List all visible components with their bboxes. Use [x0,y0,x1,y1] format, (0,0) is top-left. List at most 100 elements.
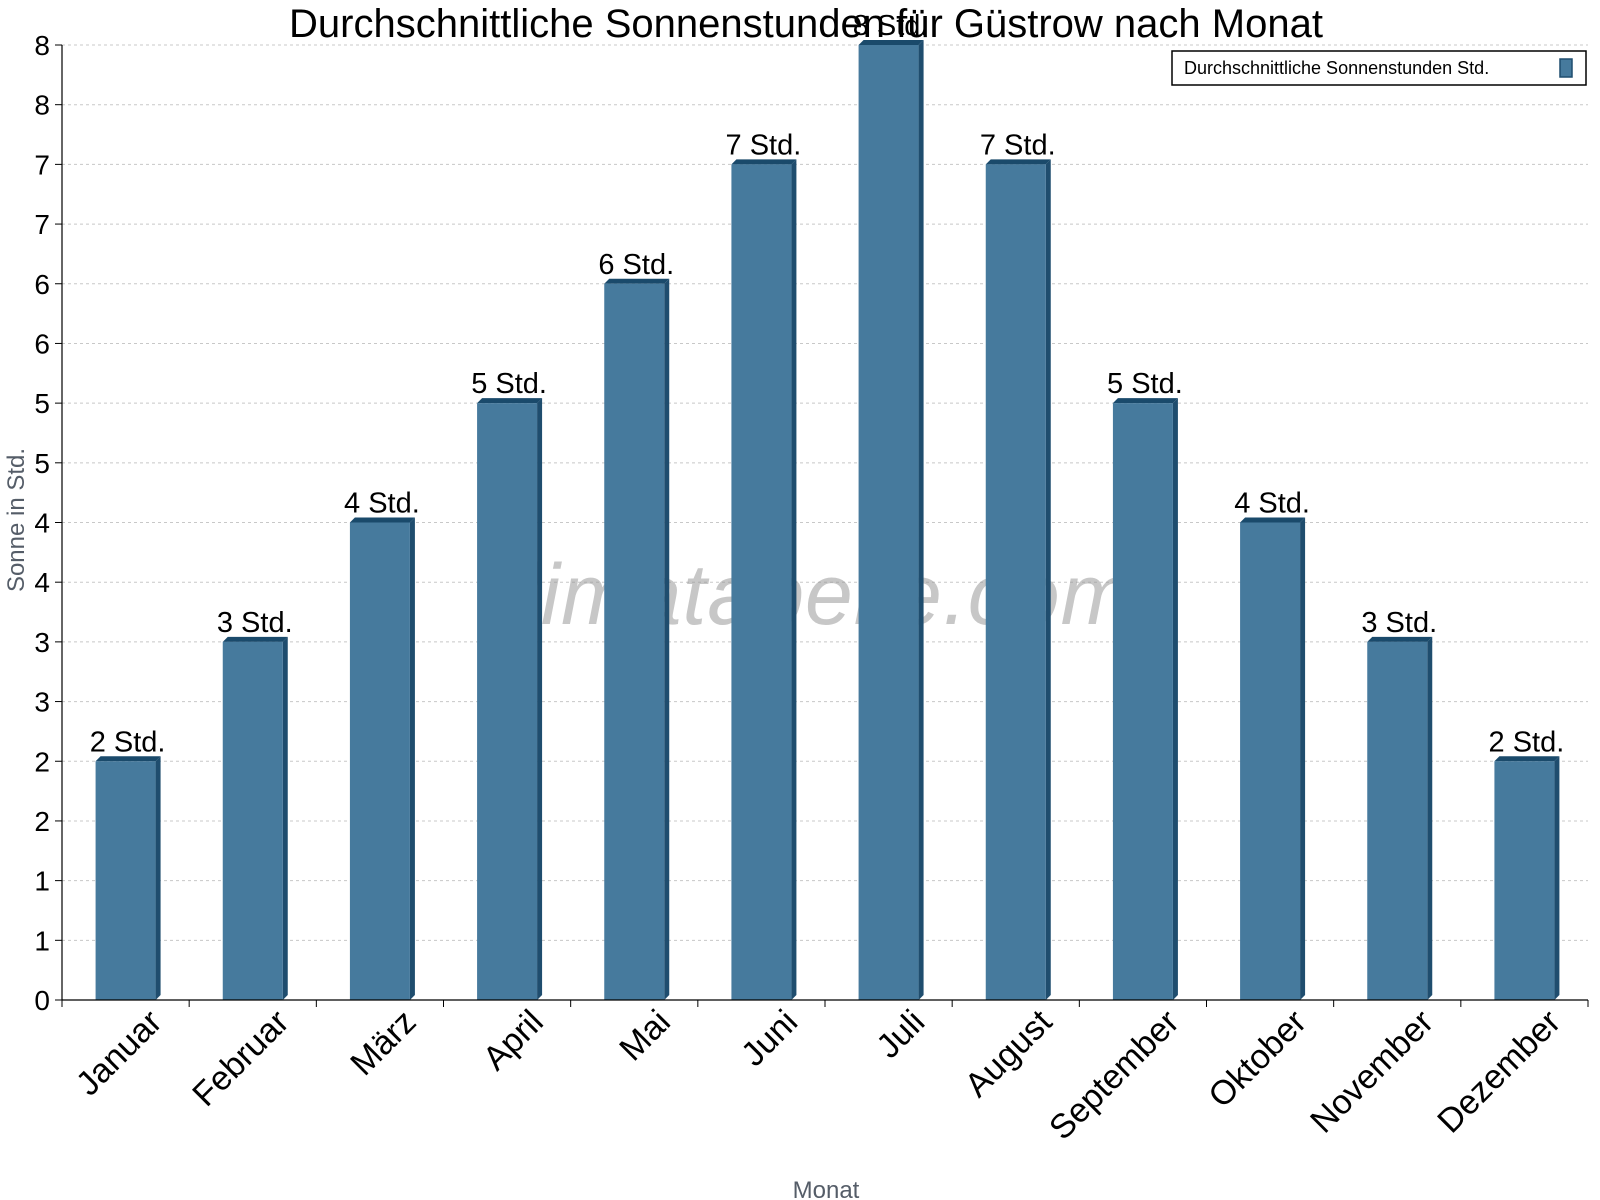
data-label: 7 Std. [726,129,802,161]
bar-front [349,522,410,1000]
bar-top [349,517,415,523]
y-tick-label: 2 [34,746,50,777]
y-tick-label: 6 [34,269,50,300]
legend-swatch [1559,58,1573,78]
y-tick-label: 6 [34,328,50,359]
y-tick-label: 1 [34,925,50,956]
data-label: 3 Std. [217,607,293,639]
bar-top [985,159,1051,165]
data-label: 5 Std. [1107,368,1183,400]
bar-front [477,403,538,1000]
bar-front [222,641,283,1000]
bar-front [731,164,792,1000]
x-axis-label: Monat [793,1177,860,1200]
y-tick-label: 8 [34,30,50,61]
bar-side [1427,636,1433,1000]
bar-side [1554,756,1560,1000]
bar [604,278,670,1000]
bar-front [95,761,156,1000]
bar-top [1367,636,1433,642]
bar-top [222,636,288,642]
bar [985,159,1051,1000]
y-tick-label: 0 [34,985,50,1016]
bar-top [477,398,543,404]
y-axis-label: Sonne in Std. [3,448,30,592]
y-tick-label: 8 [34,90,50,121]
bar-front [858,45,919,1000]
bar-top [95,756,161,762]
bar [477,398,543,1000]
x-tick-label: Februar [185,1003,296,1114]
data-label: 4 Std. [344,488,420,520]
y-tick-label: 5 [34,388,50,419]
grid-layer [62,44,1588,941]
bar-side [537,398,543,1000]
axes-layer: 0 1 1 2 2 3 3 4 4 5 5 6 6 7 7 8 8 [34,30,1589,1016]
bar [95,756,161,1000]
bar-side [155,756,161,1000]
y-tick-label: 7 [34,209,50,240]
bar-side [409,517,415,1000]
y-tick-label: 4 [34,567,50,598]
bar [1112,398,1178,1000]
data-label: 6 Std. [598,249,674,281]
bar-front [1367,641,1428,1000]
bar [349,517,415,1000]
bar [1367,636,1433,1000]
y-tick-label: 3 [34,687,50,718]
y-tick-label: 5 [34,448,50,479]
x-tick-label: Oktober [1201,1003,1313,1115]
bar-front [985,164,1046,1000]
y-tick-label: 2 [34,806,50,837]
chart-title: Durchschnittliche Sonnenstunden für Güst… [289,2,1323,46]
bar-front [1240,522,1301,1000]
data-label: 8 Std. [853,10,929,42]
x-tick-label: November [1303,1003,1441,1141]
data-label: 2 Std. [90,726,166,758]
bar-side [791,159,797,1000]
bar-top [731,159,797,165]
bar-top [1494,756,1560,762]
legend: Durchschnittliche Sonnenstunden Std. [1171,50,1587,86]
bar-side [282,636,288,1000]
bar-front [604,283,665,1000]
bar [1494,756,1560,1000]
bar-side [1045,159,1051,1000]
x-tick-label: Juni [734,1003,805,1074]
bar [858,40,924,1000]
y-tick-label: 4 [34,508,50,539]
x-tick-label: Juli [869,1003,932,1066]
bar-top [604,278,670,284]
legend-label: Durchschnittliche Sonnenstunden Std. [1184,58,1489,78]
bar-top [858,40,924,45]
bars-layer [95,40,1560,1000]
y-tick-label: 7 [34,149,50,180]
bar-top [1112,398,1178,404]
bar [222,636,288,1000]
x-tick-label: April [476,1003,551,1078]
y-tick-label: 3 [34,627,50,658]
bar-side [1172,398,1178,1000]
x-tick-label: Dezember [1430,1003,1568,1141]
data-label: 7 Std. [980,129,1056,161]
bar-front [1494,761,1555,1000]
x-tick-label: September [1042,1003,1186,1147]
legend-box [1171,50,1587,86]
bar-side [1300,517,1306,1000]
data-label: 2 Std. [1489,726,1565,758]
bar-side [664,278,670,1000]
bar [731,159,797,1000]
y-tick-label: 1 [34,866,50,897]
bar-front [1112,403,1173,1000]
x-tick-label: März [343,1003,423,1083]
x-tick-label: Mai [612,1003,678,1069]
bar [1240,517,1306,1000]
data-label: 3 Std. [1361,607,1437,639]
data-label: 4 Std. [1234,488,1310,520]
x-tick-label: Januar [69,1003,169,1103]
bar-side [918,40,924,1000]
x-tick-label: August [958,1002,1060,1104]
data-label: 5 Std. [471,368,547,400]
